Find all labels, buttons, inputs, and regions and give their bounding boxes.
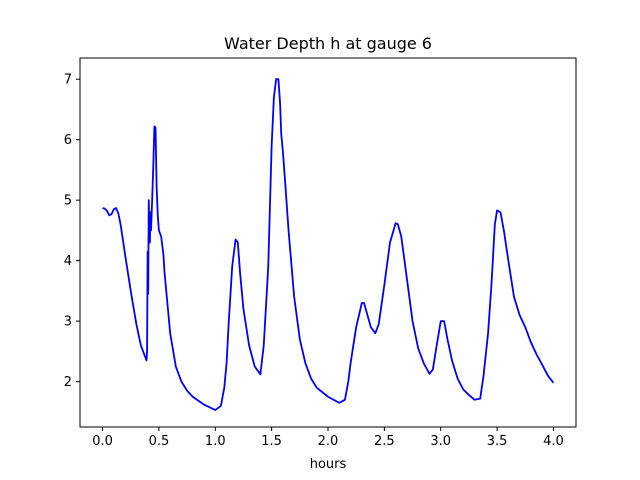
y-tick-label: 3 (64, 315, 72, 330)
x-axis-label: hours (310, 457, 347, 472)
x-tick-label: 1.0 (205, 434, 226, 449)
y-tick-label: 2 (64, 375, 72, 390)
x-axis: 0.0 0.5 1.0 1.5 2.0 2.5 3.0 3.5 4.0 (92, 427, 564, 449)
chart-title: Water Depth h at gauge 6 (224, 34, 432, 53)
y-tick-label: 4 (64, 254, 72, 269)
x-tick-label: 4.0 (543, 434, 564, 449)
series-layer (102, 78, 555, 411)
y-axis: 2 3 4 5 6 7 (64, 73, 80, 390)
x-tick-label: 3.5 (487, 434, 508, 449)
x-tick-label: 1.5 (261, 434, 282, 449)
x-tick-label: 0.5 (149, 434, 170, 449)
x-tick-label: 0.0 (92, 434, 113, 449)
y-tick-label: 7 (64, 73, 72, 88)
y-tick-label: 5 (64, 194, 72, 209)
series-line-0 (102, 78, 555, 411)
y-tick-label: 6 (64, 133, 72, 148)
x-tick-label: 3.0 (430, 434, 451, 449)
x-tick-label: 2.5 (374, 434, 395, 449)
x-tick-label: 2.0 (318, 434, 339, 449)
